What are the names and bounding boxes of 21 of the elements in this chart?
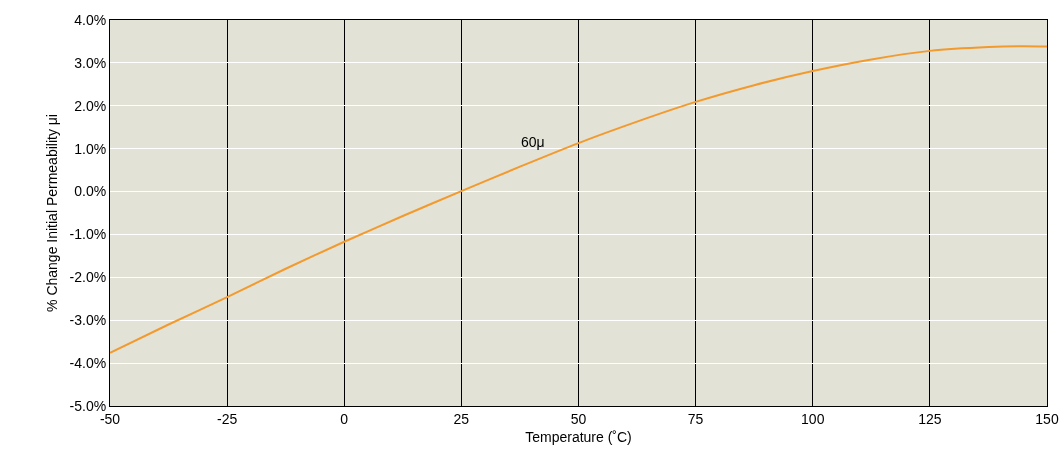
annotation: 60μ: [521, 134, 545, 150]
y-tick-label: 2.0%: [74, 97, 107, 114]
y-tick-label: -1.0%: [69, 226, 107, 243]
y-tick-label: -2.0%: [69, 269, 107, 286]
x-tick-label: 100: [801, 410, 825, 427]
x-tick-label: -25: [217, 410, 238, 427]
y-tick-label: -4.0%: [69, 355, 107, 372]
x-tick-label: 150: [1035, 410, 1059, 427]
y-tick-label: 1.0%: [74, 140, 107, 157]
y-tick-label: -3.0%: [69, 312, 107, 329]
x-tick-label: 50: [570, 410, 587, 427]
y-tick-label: 0.0%: [74, 183, 107, 200]
x-tick-label: 125: [918, 410, 942, 427]
line-series: [110, 45, 1047, 354]
x-axis-title: Temperature (˚C): [525, 429, 632, 446]
x-tick-label: 0: [340, 410, 349, 427]
y-axis-title: % Change Initial Permeability μi: [44, 114, 61, 312]
x-tick-label: 75: [687, 410, 704, 427]
x-tick-label: 25: [453, 410, 470, 427]
y-tick-label: 4.0%: [74, 11, 107, 28]
y-tick-label: 3.0%: [74, 54, 107, 71]
